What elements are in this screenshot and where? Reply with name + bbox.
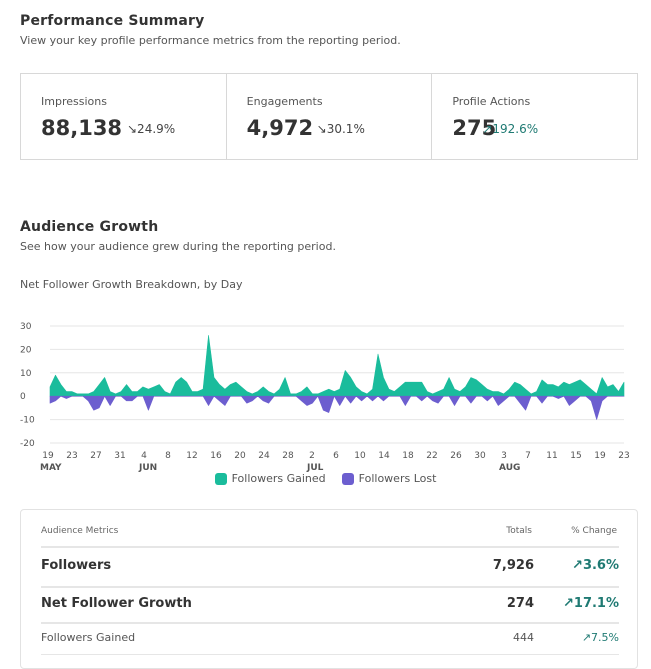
- x-tick-label: 7: [525, 451, 531, 461]
- metric-name: Followers Gained: [41, 631, 136, 644]
- kpi-row: Impressions 88,138 ↘24.9% Engagements 4,…: [20, 73, 638, 160]
- x-tick-label: 4: [141, 451, 147, 461]
- legend-swatch-lost: [341, 472, 354, 485]
- x-tick-label: 31: [114, 451, 125, 461]
- x-tick-label: 24: [258, 451, 270, 461]
- kpi-change: ↗192.6%: [482, 122, 539, 136]
- x-tick-label: 18: [402, 451, 414, 461]
- kpi-engagements: Engagements 4,972 ↘30.1%: [227, 74, 433, 159]
- x-tick-label: 23: [66, 451, 77, 461]
- divider: [41, 622, 619, 624]
- audience-growth-title: Audience Growth: [20, 219, 159, 235]
- metric-total: 7,926: [492, 558, 534, 573]
- kpi-label: Impressions: [41, 95, 107, 108]
- x-tick-label: 11: [546, 451, 557, 461]
- x-tick-label: 12: [186, 451, 197, 461]
- kpi-change: ↘30.1%: [316, 122, 365, 136]
- month-label: JUL: [306, 463, 324, 472]
- divider: [41, 586, 619, 588]
- y-tick-label: 30: [20, 322, 32, 332]
- x-tick-label: 6: [333, 451, 339, 461]
- series-area-followers-lost: [49, 395, 625, 420]
- metric-name: Followers: [41, 558, 112, 573]
- kpi-label: Engagements: [246, 95, 323, 108]
- x-tick-label: 20: [234, 451, 246, 461]
- x-tick-label: 28: [282, 451, 294, 461]
- month-label: AUG: [499, 463, 520, 472]
- metric-total: 274: [506, 596, 534, 611]
- chart-title: Net Follower Growth Breakdown, by Day: [20, 278, 243, 291]
- y-tick-label: 10: [20, 369, 32, 379]
- x-tick-label: 2: [309, 451, 315, 461]
- x-tick-label: 19: [594, 451, 606, 461]
- table-header-metrics: Audience Metrics: [41, 526, 119, 536]
- y-tick-label: -20: [20, 439, 35, 449]
- performance-summary-title: Performance Summary: [20, 13, 205, 29]
- kpi-change: ↘24.9%: [127, 122, 176, 136]
- legend-label-lost: Followers Lost: [358, 472, 437, 485]
- legend-item-gained[interactable]: Followers Gained: [214, 472, 326, 485]
- table-header-totals: Totals: [506, 526, 532, 536]
- kpi-label: Profile Actions: [452, 95, 531, 108]
- y-tick-label: 20: [20, 345, 32, 355]
- x-tick-label: 14: [378, 451, 390, 461]
- metric-change: ↗3.6%: [572, 558, 619, 573]
- chart-legend: Followers Gained Followers Lost: [0, 472, 651, 485]
- table-header-change: % Change: [571, 526, 617, 536]
- x-tick-label: 15: [570, 451, 581, 461]
- x-tick-label: 30: [474, 451, 486, 461]
- x-tick-label: 19: [42, 451, 54, 461]
- audience-growth-subtitle: See how your audience grew during the re…: [20, 240, 336, 253]
- kpi-value: 4,972: [246, 116, 314, 140]
- divider: [41, 546, 619, 548]
- y-tick-label: -10: [20, 416, 35, 426]
- legend-label-gained: Followers Gained: [231, 472, 326, 485]
- x-tick-label: 16: [210, 451, 222, 461]
- series-area-followers-gained: [49, 335, 625, 397]
- metric-change: ↗17.1%: [563, 596, 619, 611]
- legend-swatch-gained: [214, 472, 227, 485]
- x-tick-label: 8: [165, 451, 171, 461]
- x-tick-label: 27: [90, 451, 101, 461]
- x-tick-label: 3: [501, 451, 507, 461]
- kpi-value: 275: [452, 116, 497, 140]
- metric-name: Net Follower Growth: [41, 596, 192, 611]
- month-label: JUN: [138, 463, 157, 472]
- month-label: MAY: [40, 463, 62, 472]
- x-tick-label: 26: [450, 451, 462, 461]
- performance-summary-subtitle: View your key profile performance metric…: [20, 34, 401, 47]
- legend-item-lost[interactable]: Followers Lost: [341, 472, 437, 485]
- kpi-impressions: Impressions 88,138 ↘24.9%: [21, 74, 227, 159]
- kpi-value: 88,138: [41, 116, 123, 140]
- x-tick-label: 22: [426, 451, 437, 461]
- metric-total: 444: [513, 631, 534, 644]
- audience-metrics-table: Audience Metrics Totals % Change Followe…: [20, 509, 638, 669]
- y-tick-label: 0: [20, 392, 26, 402]
- x-tick-label: 10: [354, 451, 366, 461]
- x-tick-label: 23: [618, 451, 629, 461]
- metric-change: ↗7.5%: [581, 631, 619, 644]
- kpi-profile-actions: Profile Actions 275 ↗192.6%: [432, 74, 637, 159]
